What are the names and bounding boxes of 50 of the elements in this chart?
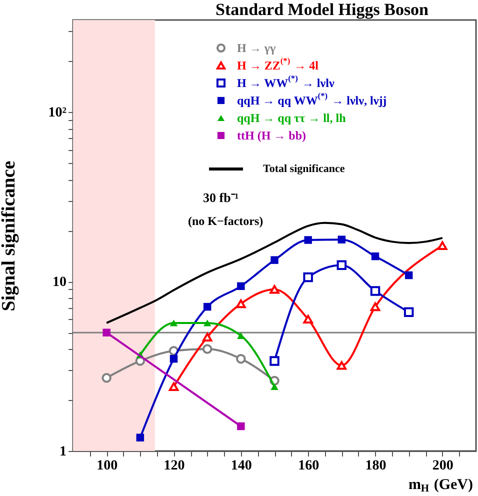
legend-label: H → ZZ(*) → 4l <box>237 56 320 72</box>
legend-label: H → γγ <box>237 41 276 55</box>
y-tick-label: 1 <box>60 444 66 460</box>
point <box>371 252 380 260</box>
point <box>270 383 278 390</box>
point <box>237 422 245 430</box>
point <box>237 282 245 290</box>
point <box>168 382 179 391</box>
chart-title: Standard Model Higgs Boson <box>215 0 430 19</box>
point <box>102 328 110 336</box>
point <box>336 361 347 370</box>
x-tick-label: 100 <box>96 458 118 474</box>
y-tick-label: 10 <box>52 275 66 290</box>
annotation: (no K−factors) <box>188 214 264 228</box>
legend-label: ttH (H → bb) <box>237 128 306 142</box>
point <box>203 302 212 311</box>
point <box>236 299 246 308</box>
point <box>270 256 278 264</box>
point <box>303 272 313 282</box>
point <box>202 332 212 342</box>
point <box>236 354 246 364</box>
y-tick-label: 10² <box>48 106 66 121</box>
point <box>170 354 178 363</box>
y-axis-title: Signal significance <box>0 160 20 312</box>
x-tick-label: 180 <box>365 458 386 474</box>
legend-label: qqH → qq ττ → ll, lh <box>237 111 346 125</box>
point <box>370 302 380 312</box>
point <box>338 236 346 244</box>
point <box>336 260 347 270</box>
point <box>270 356 280 366</box>
x-tick-label: 160 <box>298 458 320 474</box>
point <box>270 284 280 294</box>
point <box>438 241 448 250</box>
point <box>203 320 212 326</box>
legend-label: H → WW(*) → lνlν <box>237 74 335 90</box>
point <box>404 307 414 318</box>
point <box>170 320 178 326</box>
point <box>303 314 313 324</box>
point <box>404 271 413 280</box>
annotation: 30 fb⁻¹ <box>203 190 239 205</box>
point <box>136 434 144 442</box>
x-tick-label: 200 <box>432 458 454 474</box>
point <box>102 373 112 383</box>
legend-label: Total significance <box>263 163 345 175</box>
legend-label: qqH → qq WW(*) → lνlν, lνjj <box>237 92 387 108</box>
x-tick-label: 120 <box>164 458 185 474</box>
point <box>202 344 212 354</box>
point <box>304 236 312 244</box>
point <box>370 286 380 296</box>
x-tick-label: 140 <box>230 458 252 474</box>
